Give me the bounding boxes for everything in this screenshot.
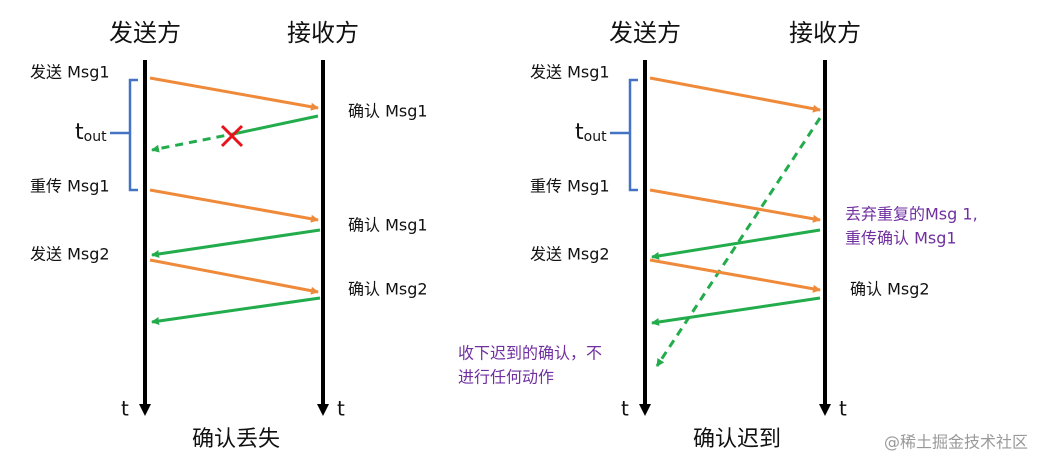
event-label: 发送 Msg2 [530, 245, 610, 264]
arrow [651, 296, 821, 326]
arrow [649, 76, 821, 113]
sender-header: 发送方 [609, 19, 681, 47]
time-label: t [839, 397, 847, 421]
arrow-delayed [655, 117, 822, 367]
time-label: t [121, 397, 129, 421]
event-label: 重传 Msg1 [30, 177, 110, 196]
timeout-brace [110, 78, 138, 192]
arrow [649, 258, 821, 293]
arrow-lost [151, 131, 239, 153]
right-diagram: 发送方 接收方 发送 Msg1 重传 Msg1 丢弃重复的Msg 1, 重传确认… [458, 19, 978, 452]
event-label: 确认 Msg1 [348, 216, 428, 235]
event-label: 重传 Msg1 [530, 177, 610, 196]
caption: 确认丢失 [192, 427, 280, 452]
arrow [649, 188, 821, 223]
timeout-brace [610, 78, 638, 192]
timeout-label: tout [75, 120, 107, 145]
timeout-label: tout [575, 120, 607, 145]
event-label: 确认 Msg1 [348, 102, 428, 121]
event-label: 发送 Msg1 [530, 63, 610, 82]
note: 收下迟到的确认，不 [458, 344, 602, 363]
arrow [149, 258, 319, 295]
event-label: 发送 Msg1 [30, 63, 110, 82]
arrow [151, 296, 321, 325]
time-label: t [621, 397, 629, 421]
caption: 确认迟到 [693, 427, 781, 452]
event-label: 确认 Msg2 [850, 280, 930, 299]
arrow [151, 228, 321, 258]
arrow [237, 114, 319, 135]
receiver-header: 接收方 [789, 19, 861, 47]
lost-mark [220, 124, 244, 148]
note: 进行任何动作 [458, 368, 554, 387]
note: 重传确认 Msg1 [845, 229, 957, 248]
watermark: @稀土掘金技术社区 [884, 433, 1028, 452]
event-label: 确认 Msg2 [348, 280, 428, 299]
arrow [149, 76, 319, 111]
sender-header: 发送方 [109, 19, 181, 47]
arrow [651, 228, 821, 260]
receiver-header: 接收方 [287, 19, 359, 47]
note: 丢弃重复的Msg 1, [845, 205, 978, 224]
event-label: 发送 Msg2 [30, 245, 110, 264]
time-label: t [337, 397, 345, 421]
arrow [149, 188, 319, 223]
left-diagram: 发送方 接收方 发送 Msg1 确认 Msg1 重传 Msg1 确认 Msg1 … [30, 19, 428, 452]
